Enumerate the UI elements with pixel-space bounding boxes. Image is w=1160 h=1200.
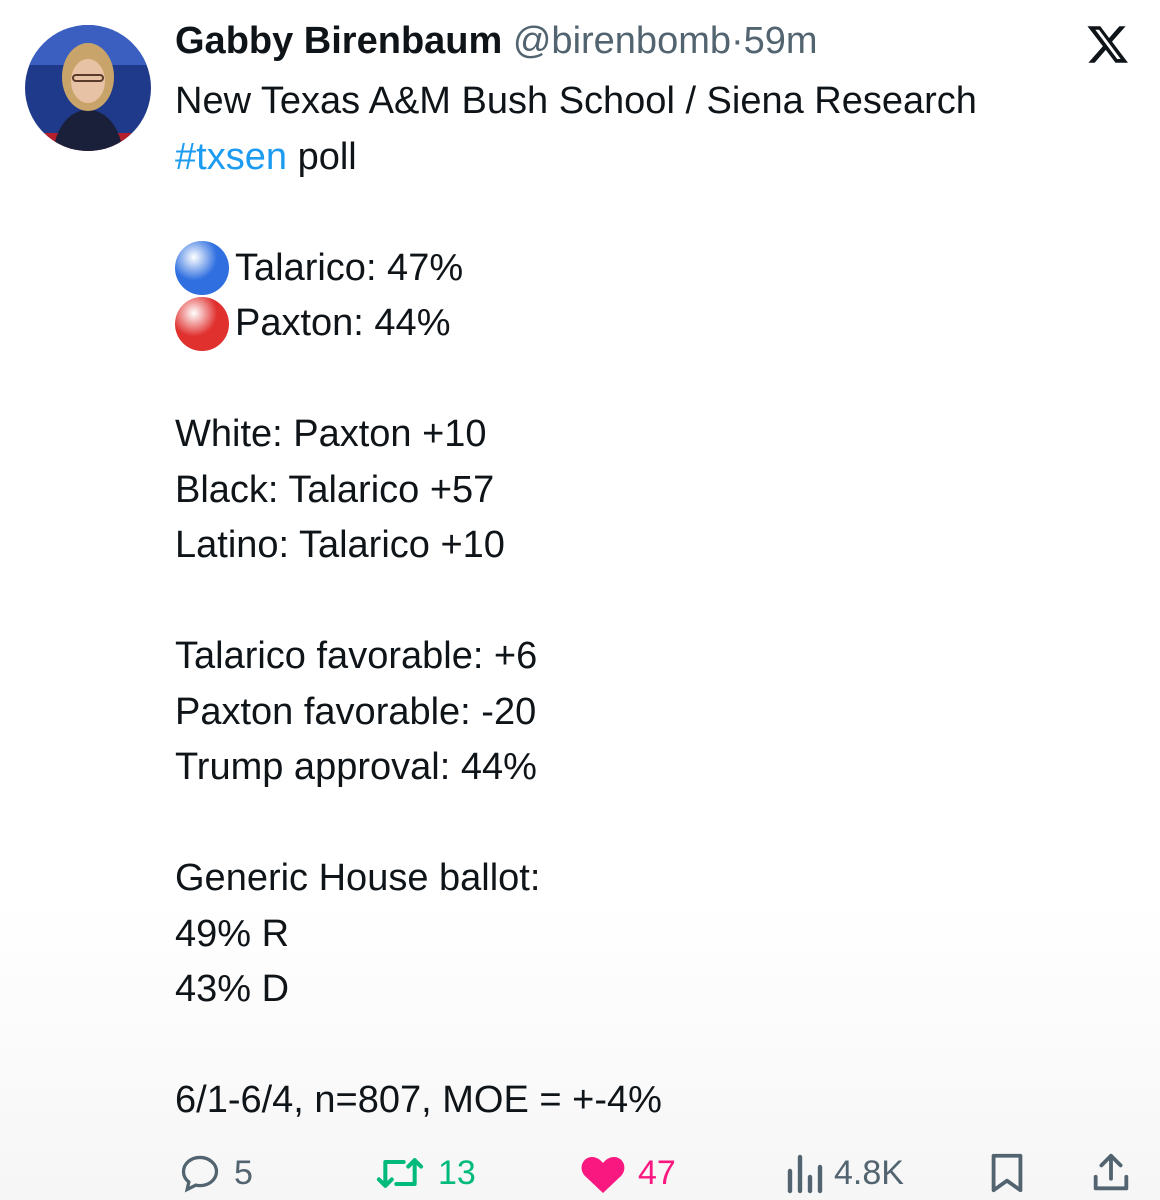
- text-line: Trump approval: 44%: [175, 740, 977, 796]
- text-line: Paxton favorable: -20: [175, 685, 977, 741]
- text-line: Talarico: 47%: [175, 241, 977, 297]
- separator: ·: [731, 20, 744, 62]
- paragraph: Talarico: 47% Paxton: 44%: [175, 241, 977, 352]
- share-button[interactable]: [1088, 1150, 1134, 1196]
- author-name[interactable]: Gabby Birenbaum: [175, 20, 503, 62]
- reply-count: 5: [234, 1153, 253, 1192]
- paragraph: Generic House ballot: 49% R 43% D: [175, 851, 977, 1018]
- reply-icon: [181, 1155, 219, 1193]
- author-handle[interactable]: @birenbomb: [512, 20, 731, 62]
- text: Talarico favorable: +6: [175, 635, 538, 677]
- text: Generic House ballot:: [175, 857, 541, 899]
- action-bar: 5 13 47 4.8K: [0, 1148, 1160, 1198]
- repost-icon: [376, 1158, 424, 1188]
- views-icon: [787, 1154, 823, 1194]
- text: Trump approval: 44%: [175, 746, 537, 788]
- text-line: 43% D: [175, 962, 977, 1018]
- hashtag-link[interactable]: #txsen: [175, 135, 287, 178]
- text-line: Talarico favorable: +6: [175, 629, 977, 685]
- text: Black: Talarico +57: [175, 468, 495, 511]
- paragraph: 6/1-6/4, n=807, MOE = +-4%: [175, 1073, 977, 1129]
- text-line: 49% R: [175, 907, 977, 963]
- tweet-text: New Texas A&M Bush School / Siena Resear…: [175, 74, 977, 1184]
- text: Paxton: 44%: [235, 302, 451, 344]
- repost-button[interactable]: 13: [372, 1148, 476, 1198]
- emoji-circle: [175, 241, 229, 296]
- text-line: Generic House ballot:: [175, 851, 977, 907]
- bookmark-button[interactable]: [984, 1150, 1030, 1196]
- reply-button[interactable]: 5: [176, 1148, 253, 1198]
- avatar[interactable]: [25, 25, 151, 151]
- text-line: New Texas A&M Bush School / Siena Resear…: [175, 74, 977, 130]
- text-line: Black: Talarico +57: [175, 463, 977, 519]
- paragraph: White: Paxton +10 Black: Talarico +57 Lati…: [175, 407, 977, 574]
- paragraph: Talarico favorable: +6 Paxton favorable: …: [175, 629, 977, 796]
- text-line: #txsen poll: [175, 130, 977, 186]
- text-line: Latino: Talarico +10: [175, 518, 977, 574]
- x-logo[interactable]: [1086, 22, 1130, 66]
- like-button[interactable]: 47: [578, 1148, 676, 1198]
- repost-count: 13: [438, 1153, 476, 1192]
- like-icon: [581, 1157, 625, 1193]
- emoji-circle: [175, 296, 229, 351]
- text: White: Paxton +10: [175, 413, 487, 455]
- views-button[interactable]: 4.8K: [784, 1148, 904, 1198]
- text-line: 6/1-6/4, n=807, MOE = +-4%: [175, 1073, 977, 1129]
- text: New Texas A&M Bush School / Siena Resear…: [175, 80, 977, 122]
- views-count: 4.8K: [834, 1153, 904, 1192]
- text: Talarico: 47%: [235, 246, 464, 289]
- text: Latino: Talarico +10: [175, 524, 505, 566]
- text-line: Paxton: 44%: [175, 296, 977, 352]
- text: Paxton favorable: -20: [175, 690, 537, 733]
- text: 6/1-6/4, n=807, MOE = +-4%: [175, 1079, 662, 1121]
- header: Gabby Birenbaum @birenbomb·59m: [175, 20, 818, 63]
- text: 43% D: [175, 968, 290, 1010]
- paragraph: New Texas A&M Bush School / Siena Resear…: [175, 74, 977, 185]
- text: 49% R: [175, 912, 290, 955]
- like-count: 47: [638, 1153, 676, 1192]
- timestamp[interactable]: 59m: [743, 20, 818, 62]
- text: poll: [297, 135, 357, 178]
- text-line: White: Paxton +10: [175, 407, 977, 463]
